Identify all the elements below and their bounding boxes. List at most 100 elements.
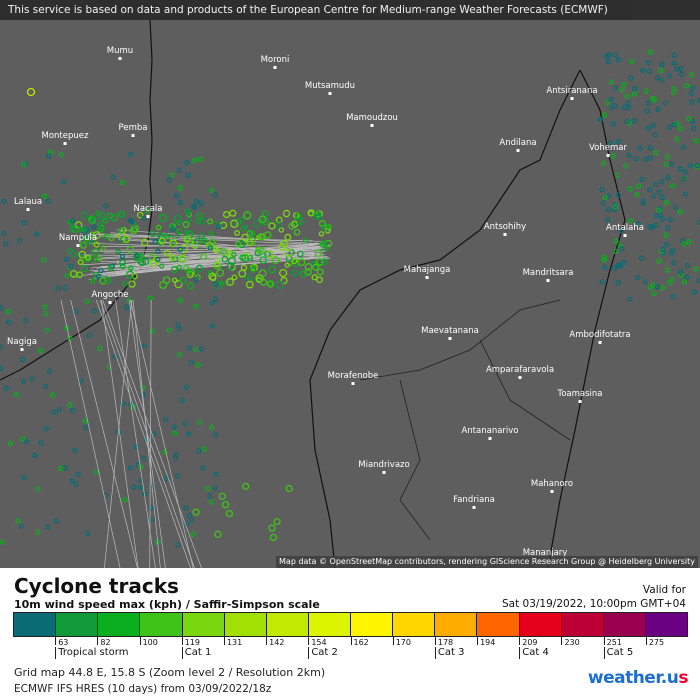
track-point: [243, 211, 252, 220]
track-point: [1, 198, 7, 204]
track-point: [87, 215, 96, 224]
place-label: Mananjary: [523, 548, 568, 558]
track-point: [693, 138, 699, 144]
track-point: [149, 328, 155, 334]
track-point: [15, 518, 21, 524]
track-point: [677, 209, 684, 215]
track-point: [35, 486, 41, 492]
track-point: [691, 125, 697, 131]
track-point: [177, 246, 183, 252]
track-point: [179, 397, 186, 403]
track-point: [670, 247, 676, 253]
place-label: Mutsamudu: [305, 81, 355, 91]
map[interactable]: Mumu Moroni Mutsamudu Mamoudzou Pemba Montepu…: [0, 0, 700, 569]
track-point: [677, 269, 683, 275]
track-point: [637, 145, 643, 152]
track-line: [99, 244, 317, 268]
track-point: [652, 132, 658, 138]
track-point: [200, 465, 206, 471]
track-point: [626, 104, 632, 111]
track-point: [200, 253, 208, 260]
track-point: [619, 246, 625, 252]
track-point: [259, 256, 267, 265]
place-label: Nacala: [133, 204, 162, 214]
track-point: [174, 192, 180, 199]
track-point: [162, 449, 168, 455]
category-label: Cat 2: [308, 647, 338, 659]
track-line: [115, 299, 156, 569]
track-line: [149, 299, 152, 569]
track-point: [133, 444, 139, 450]
track-point: [656, 207, 662, 213]
track-point: [258, 215, 267, 224]
track-point: [51, 409, 57, 415]
track-point: [319, 241, 326, 248]
track-point: [21, 474, 27, 481]
track-point: [0, 344, 3, 350]
track-point: [188, 269, 196, 277]
track-point: [98, 212, 107, 220]
track-point: [635, 183, 642, 189]
track-point: [118, 226, 125, 234]
place-marker: [623, 234, 627, 237]
track-point: [96, 255, 103, 262]
track-point: [88, 231, 96, 239]
track-point: [86, 332, 92, 338]
place-label: Vohemar: [589, 143, 627, 153]
track-point: [79, 241, 88, 249]
track-point: [293, 228, 301, 236]
track-point: [246, 230, 253, 237]
track-point: [186, 216, 193, 223]
track-point: [683, 274, 690, 280]
track-point: [193, 198, 200, 204]
track-point: [143, 436, 150, 443]
track-point: [313, 210, 322, 219]
track-point: [212, 296, 219, 302]
track-point: [22, 317, 29, 323]
track-point: [34, 231, 40, 237]
track-point: [196, 448, 202, 454]
track-point: [172, 455, 179, 461]
track-point: [221, 255, 229, 263]
track-point: [627, 186, 633, 192]
track-line: [104, 299, 133, 569]
track-point: [193, 277, 199, 283]
track-point: [615, 57, 622, 63]
track-point: [183, 505, 189, 511]
track-point: [0, 365, 4, 371]
track-point: [321, 223, 330, 232]
place-marker: [488, 437, 492, 440]
track-point: [80, 237, 89, 246]
track-point: [23, 439, 30, 445]
map-canvas[interactable]: Mumu Moroni Mutsamudu Mamoudzou Pemba Montepu…: [0, 0, 700, 569]
track-point: [659, 194, 665, 201]
category-label: Cat 1: [181, 647, 211, 659]
track-point: [21, 161, 27, 168]
scale-tick-label: 63: [55, 637, 68, 647]
track-point: [621, 259, 627, 265]
track-point: [284, 233, 292, 241]
track-point: [696, 219, 700, 225]
track-point: [176, 167, 182, 173]
track-point: [170, 266, 178, 274]
weather-us-logo[interactable]: weather.us: [587, 668, 689, 688]
scale-tick-label: 275: [645, 637, 664, 647]
track-point: [195, 218, 202, 224]
track-point: [208, 424, 215, 430]
track-point: [682, 169, 688, 175]
track-point: [671, 60, 677, 66]
track-point: [226, 278, 235, 286]
track-point: [208, 272, 217, 281]
track-point: [67, 402, 73, 408]
track-point: [119, 179, 126, 186]
track-point: [242, 482, 250, 491]
track-line: [102, 299, 202, 569]
track-line: [128, 299, 166, 569]
track-point: [16, 237, 23, 244]
track-point: [669, 183, 676, 189]
track-point: [21, 220, 27, 226]
track-point: [183, 384, 189, 391]
track-point: [665, 174, 671, 181]
place-label: Mahanoro: [531, 479, 573, 489]
coastlines: [0, 19, 626, 569]
